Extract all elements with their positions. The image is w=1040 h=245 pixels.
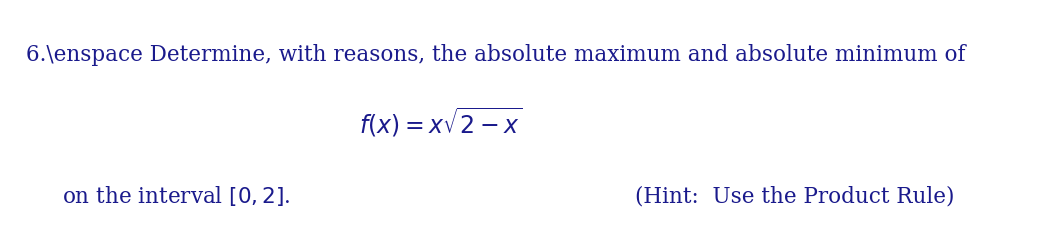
Text: (Hint:  Use the Product Rule): (Hint: Use the Product Rule) (635, 185, 955, 207)
Text: 6.\enspace Determine, with reasons, the absolute maximum and absolute minimum of: 6.\enspace Determine, with reasons, the … (26, 44, 966, 66)
Text: $f(x) = x\sqrt{2 - x}$: $f(x) = x\sqrt{2 - x}$ (360, 106, 523, 139)
Text: on the interval $[0, 2]$.: on the interval $[0, 2]$. (61, 184, 290, 208)
